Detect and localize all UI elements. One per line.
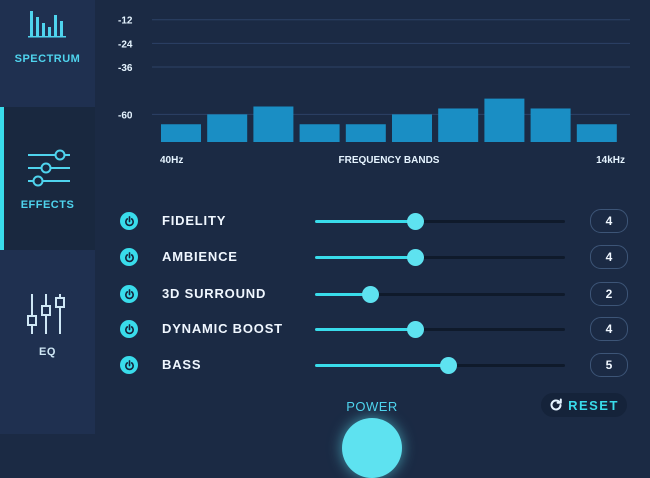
effect-slider[interactable]: [315, 321, 565, 338]
chart-x-start-label: 40Hz: [160, 155, 183, 166]
effect-value: 2: [590, 282, 628, 306]
chart-y-ticks: -12 -24 -36 -60: [118, 16, 133, 122]
spectrum-bar: [530, 108, 571, 142]
effect-slider[interactable]: [315, 286, 565, 303]
effect-label: DYNAMIC BOOST: [162, 321, 283, 336]
effect-value: 4: [590, 245, 628, 269]
spectrum-bar: [161, 124, 201, 142]
nav-spectrum[interactable]: SPECTRUM: [0, 0, 95, 100]
effect-label: BASS: [162, 357, 202, 372]
chart-x-end-label: 14kHz: [596, 155, 625, 166]
effect-slider-thumb[interactable]: [407, 249, 424, 266]
effect-slider-thumb[interactable]: [440, 357, 457, 374]
effect-slider-fill: [315, 293, 370, 296]
chart-grid: [152, 19, 630, 115]
spectrum-bar: [253, 106, 294, 142]
effect-label: AMBIENCE: [162, 249, 238, 264]
effect-value: 5: [590, 353, 628, 377]
power-button[interactable]: [342, 418, 402, 478]
y-tick-label: -12: [118, 16, 133, 27]
power-toggle-icon[interactable]: [120, 285, 138, 303]
reset-button[interactable]: RESET: [541, 393, 627, 417]
sliders-vertical-icon: [27, 294, 65, 334]
spectrum-bar: [207, 114, 248, 142]
effect-label: 3D SURROUND: [162, 286, 267, 301]
effect-row: FIDELITY 4: [120, 209, 630, 233]
effect-slider-thumb[interactable]: [407, 213, 424, 230]
effect-value: 4: [590, 209, 628, 233]
effect-row: DYNAMIC BOOST 4: [120, 317, 630, 341]
effect-slider-thumb[interactable]: [407, 321, 424, 338]
sidebar: SPECTRUM EFFECTS: [0, 0, 95, 434]
power-toggle-icon[interactable]: [120, 356, 138, 374]
y-tick-label: -36: [118, 63, 133, 74]
refresh-icon: [550, 398, 562, 411]
spectrum-bar: [392, 114, 432, 142]
effect-slider[interactable]: [315, 249, 565, 266]
effect-slider-thumb[interactable]: [362, 286, 379, 303]
power-toggle-icon[interactable]: [120, 248, 138, 266]
effect-row: AMBIENCE 4: [120, 245, 630, 269]
effect-slider-fill: [315, 364, 448, 367]
effect-row: 3D SURROUND 2: [120, 282, 630, 306]
reset-label: RESET: [568, 397, 619, 413]
effect-slider-fill: [315, 220, 415, 223]
effect-slider-fill: [315, 256, 415, 259]
chart-bars: [161, 98, 617, 142]
spectrum-bar: [345, 124, 386, 142]
nav-effects[interactable]: EFFECTS: [0, 107, 95, 250]
effect-row: BASS 5: [120, 353, 630, 377]
spectrum-bar: [576, 124, 617, 142]
effect-slider-fill: [315, 328, 415, 331]
spectrum-chart: -12 -24 -36 -60 40Hz FREQUENCY BANDS 14kHz: [118, 16, 630, 166]
effect-slider[interactable]: [315, 213, 565, 230]
spectrum-bar: [299, 124, 340, 142]
sliders-horizontal-icon: [28, 149, 70, 187]
active-indicator: [0, 107, 4, 250]
effect-label: FIDELITY: [162, 213, 227, 228]
chart-x-axis-label: FREQUENCY BANDS: [339, 155, 440, 166]
spectrum-bars-icon: [28, 11, 66, 38]
effect-value: 4: [590, 317, 628, 341]
nav-eq[interactable]: EQ: [0, 280, 95, 370]
power-toggle-icon[interactable]: [120, 212, 138, 230]
power-label: POWER: [346, 399, 398, 414]
nav-effects-label: EFFECTS: [20, 199, 75, 211]
nav-spectrum-label: SPECTRUM: [14, 53, 81, 65]
y-tick-label: -60: [118, 110, 133, 121]
power-toggle-icon[interactable]: [120, 320, 138, 338]
effect-slider[interactable]: [315, 357, 565, 374]
spectrum-bar: [484, 98, 525, 142]
spectrum-bar: [438, 108, 479, 142]
nav-eq-label: EQ: [39, 346, 56, 358]
y-tick-label: -24: [118, 39, 133, 50]
